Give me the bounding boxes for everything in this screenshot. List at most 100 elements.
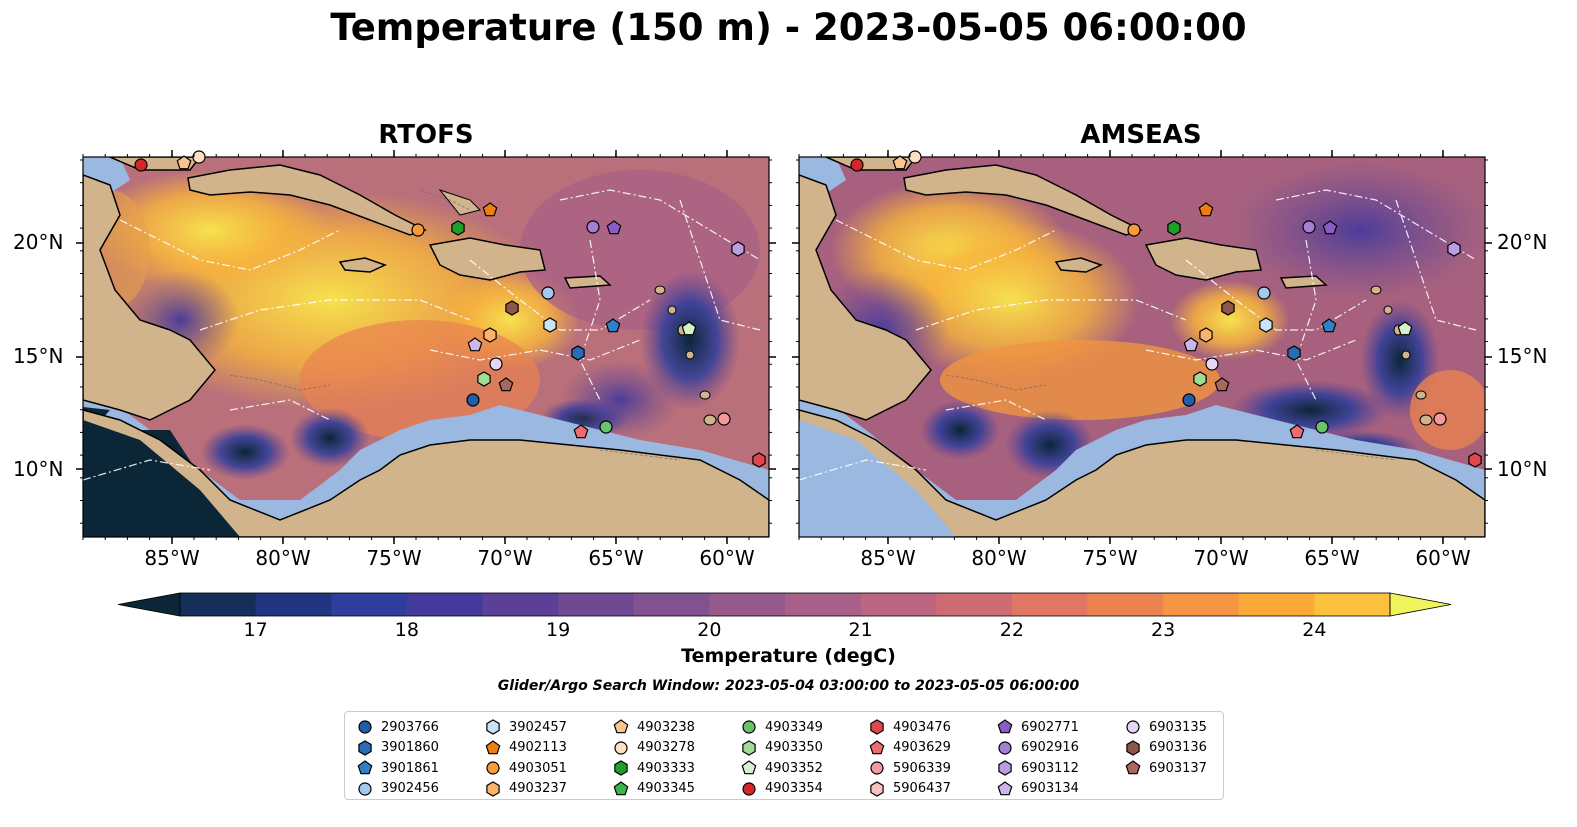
float-marker-4903051 xyxy=(1127,223,1141,237)
legend-label: 4903349 xyxy=(765,719,823,735)
float-marker-4903278 xyxy=(192,150,206,164)
legend-item: 3901860 xyxy=(357,738,439,759)
float-marker-4903051 xyxy=(411,223,425,237)
x-tick-label: 70°W xyxy=(477,546,533,570)
legend-item: 6903136 xyxy=(1125,738,1207,759)
legend-marker xyxy=(998,741,1012,755)
float-marker-5906339 xyxy=(717,412,731,426)
float-marker-4903350 xyxy=(1193,371,1207,387)
legend-item: 4903345 xyxy=(613,779,695,800)
legend-item: 4902113 xyxy=(485,738,567,759)
legend-item: 4903476 xyxy=(869,717,951,738)
legend-label: 4903278 xyxy=(637,740,695,756)
pentagon-marker-icon xyxy=(741,760,757,775)
float-marker-6903137 xyxy=(1214,377,1230,392)
float-marker-4903354 xyxy=(134,158,148,172)
legend-marker xyxy=(870,781,884,797)
amseas-map xyxy=(799,157,1485,537)
legend-marker xyxy=(613,781,629,796)
circle-marker-icon xyxy=(614,741,628,755)
legend-marker xyxy=(358,740,372,756)
x-tick-label: 65°W xyxy=(588,546,644,570)
float-marker-6903112 xyxy=(1447,241,1461,257)
float-marker-4902113 xyxy=(1198,202,1214,217)
legend-label: 4903629 xyxy=(893,740,951,756)
legend-marker xyxy=(1125,760,1141,775)
colorbar-band xyxy=(558,593,635,616)
legend-marker xyxy=(741,760,757,775)
pentagon-marker-icon xyxy=(357,760,373,775)
legend-label: 4903238 xyxy=(637,719,695,735)
float-marker-2903766 xyxy=(466,393,480,407)
colorbar-label: Temperature (degC) xyxy=(681,645,896,667)
x-tick-label: 60°W xyxy=(1415,546,1471,570)
legend-item: 2903766 xyxy=(357,717,439,738)
float-marker-5906339 xyxy=(1433,412,1447,426)
colorbar-band xyxy=(633,593,710,616)
circle-marker-icon xyxy=(998,741,1012,755)
legend: 2903766 3901860 3901861 3902456 3902457 49021… xyxy=(344,711,1224,800)
colorbar-tick-label: 17 xyxy=(243,619,268,641)
float-marker-4903352 xyxy=(1397,321,1413,336)
x-tick-label: 75°W xyxy=(366,546,422,570)
float-marker-6903134 xyxy=(467,337,483,352)
legend-marker xyxy=(486,761,500,775)
pentagon-marker-icon xyxy=(997,781,1013,796)
x-tick-label: 85°W xyxy=(144,546,200,570)
float-marker-3902456 xyxy=(1257,286,1271,300)
legend-marker xyxy=(614,741,628,755)
rtofs-frame xyxy=(82,156,770,538)
y-tick-left-10: 10°N xyxy=(13,457,64,481)
colorbar-tick-label: 18 xyxy=(394,619,419,641)
x-tick-label: 85°W xyxy=(860,546,916,570)
float-marker-3902457 xyxy=(1259,317,1273,333)
float-marker-4902113 xyxy=(482,202,498,217)
legend-label: 3902456 xyxy=(381,781,439,797)
hexagon-marker-icon xyxy=(742,740,756,756)
legend-label: 3901860 xyxy=(381,740,439,756)
float-marker-6903137 xyxy=(498,377,514,392)
legend-item: 5906339 xyxy=(869,758,951,779)
legend-item: 4903629 xyxy=(869,738,951,759)
legend-label: 3902457 xyxy=(509,719,567,735)
float-marker-4903476 xyxy=(1468,452,1482,468)
legend-item: 4903349 xyxy=(741,717,823,738)
colorbar-tick-label: 19 xyxy=(546,619,571,641)
legend-marker xyxy=(1126,740,1140,756)
legend-label: 4903345 xyxy=(637,781,695,797)
float-marker-6903112 xyxy=(731,241,745,257)
legend-item: 6903134 xyxy=(997,779,1079,800)
legend-item: 5906437 xyxy=(869,779,951,800)
float-marker-6903136 xyxy=(505,300,519,316)
legend-column: 6903135 6903136 6903137 xyxy=(1125,717,1207,779)
hexagon-marker-icon xyxy=(998,760,1012,776)
colorbar-tick-label: 20 xyxy=(697,619,722,641)
colorbar-tick-label: 22 xyxy=(999,619,1024,641)
colorbar xyxy=(118,592,1452,617)
legend-marker xyxy=(614,760,628,776)
legend-item: 6902771 xyxy=(997,717,1079,738)
float-marker-3901860 xyxy=(1287,345,1301,361)
pentagon-marker-icon xyxy=(613,781,629,796)
circle-marker-icon xyxy=(1126,720,1140,734)
colorbar-band xyxy=(1011,593,1088,616)
circle-marker-icon xyxy=(358,720,372,734)
float-marker-6903134 xyxy=(1183,337,1199,352)
legend-marker xyxy=(486,781,500,797)
colorbar-extend-high xyxy=(1389,592,1452,617)
circle-marker-icon xyxy=(358,782,372,796)
colorbar-band xyxy=(860,593,937,616)
colorbar-band xyxy=(936,593,1013,616)
colorbar-tick-label: 21 xyxy=(848,619,873,641)
legend-marker xyxy=(485,740,501,755)
legend-column: 2903766 3901860 3901861 3902456 xyxy=(357,717,439,799)
hexagon-marker-icon xyxy=(870,719,884,735)
legend-label: 5906339 xyxy=(893,760,951,776)
circle-marker-icon xyxy=(486,761,500,775)
float-marker-4903629 xyxy=(573,424,589,439)
legend-item: 3901861 xyxy=(357,758,439,779)
pentagon-marker-icon xyxy=(1125,760,1141,775)
pentagon-marker-icon xyxy=(869,740,885,755)
legend-marker xyxy=(486,719,500,735)
legend-label: 4903237 xyxy=(509,781,567,797)
